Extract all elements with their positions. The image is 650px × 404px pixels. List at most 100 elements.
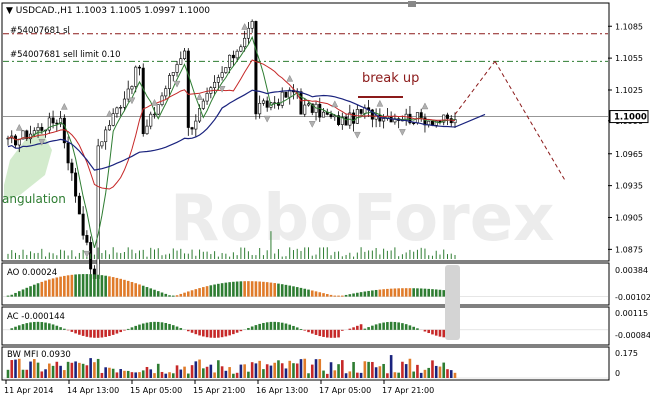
shift-marker[interactable] — [408, 1, 416, 7]
candle-body — [82, 214, 84, 235]
ac-bar — [59, 327, 62, 330]
mfi-bar — [146, 367, 149, 378]
ac-bar — [25, 323, 28, 330]
mfi-bar — [168, 372, 171, 378]
ac-bar — [232, 330, 235, 334]
ao-bar — [10, 295, 13, 297]
ac-bar — [149, 322, 152, 330]
ao-bar — [213, 285, 216, 297]
ac-bar — [367, 327, 370, 330]
candle-body — [266, 101, 268, 107]
ao-bar — [48, 279, 51, 296]
ao-bar — [56, 277, 59, 296]
ac-bar — [164, 323, 167, 330]
mfi-bar — [288, 361, 291, 378]
candle-body — [78, 196, 80, 214]
candle-body — [217, 77, 219, 82]
ao-bar — [52, 278, 55, 296]
candle-body — [142, 68, 144, 134]
price-tick-label: 1.0875 — [615, 245, 643, 254]
ao-bar — [251, 281, 254, 296]
ac-bar — [397, 322, 400, 329]
mfi-bar — [236, 373, 239, 378]
candle-body — [345, 117, 347, 125]
ao-bar — [101, 275, 104, 296]
ao-bar — [93, 274, 96, 296]
fractal-up-arrow — [422, 103, 428, 109]
mfi-bar — [179, 370, 182, 378]
ac-bar — [82, 330, 85, 336]
mfi-bar — [221, 366, 224, 378]
candle-body — [138, 67, 140, 68]
mfi-bar — [210, 365, 213, 378]
ao-bar — [112, 277, 115, 297]
ac-bar — [179, 328, 182, 330]
ac-bar — [394, 322, 397, 330]
ac-bar — [210, 330, 213, 338]
mfi-bar — [442, 363, 445, 378]
mfi-bar — [243, 364, 246, 378]
ao-bar — [439, 290, 442, 297]
ac-bar — [202, 330, 205, 337]
ao-bar — [243, 281, 246, 296]
ao-bar — [86, 274, 89, 297]
ao-bar — [37, 283, 40, 296]
candle-body — [14, 136, 16, 145]
ao-bar — [149, 288, 152, 296]
candle-body — [382, 119, 384, 122]
mfi-bar — [315, 359, 318, 378]
ac-bar — [322, 330, 325, 337]
mfi-bar — [67, 362, 70, 378]
mfi-bar — [157, 364, 160, 378]
ac-bar — [424, 330, 427, 332]
ac-bar — [412, 327, 415, 330]
ac-bar — [277, 322, 280, 330]
ac-bar — [101, 330, 104, 338]
ao-bar — [397, 288, 400, 296]
fractal-down-arrow — [219, 86, 225, 92]
mfi-bar — [262, 369, 265, 378]
mfi-bar — [420, 373, 423, 378]
ac-bar — [161, 322, 164, 330]
ac-bar — [168, 324, 171, 330]
ao-bar — [420, 288, 423, 296]
mfi-bar — [247, 372, 250, 378]
mfi-bar — [356, 373, 359, 378]
mfi-bar — [424, 370, 427, 378]
mfi-bar — [142, 370, 145, 378]
mfi-bar — [352, 362, 355, 378]
fractal-down-arrow — [354, 132, 360, 138]
ac-bar — [108, 330, 111, 336]
ao-bar — [364, 292, 367, 297]
candle-body — [352, 113, 354, 123]
ao-bar — [341, 296, 344, 297]
ao-bar — [191, 290, 194, 296]
mfi-bar — [176, 365, 179, 378]
mfi-bar — [183, 367, 186, 378]
mfi-bar — [273, 363, 276, 378]
ao-bar — [409, 288, 412, 296]
ac-bar — [14, 327, 17, 330]
mfi-bar — [258, 361, 261, 378]
candle-body — [71, 163, 73, 173]
ac-label: AC -0.000144 — [7, 312, 65, 322]
candle-body — [412, 123, 414, 124]
ao-bar — [424, 289, 427, 297]
ao-bar — [183, 293, 186, 297]
fractal-down-arrow — [84, 251, 90, 257]
ao-bar — [401, 288, 404, 296]
ao-label: AO 0.00024 — [7, 268, 57, 278]
panel-scroll-handle[interactable] — [445, 265, 460, 340]
mfi-bar — [213, 372, 216, 378]
mfi-bar — [240, 365, 243, 378]
mfi-bar — [322, 371, 325, 378]
ac-bar — [41, 322, 44, 330]
mfi-bar — [386, 373, 389, 378]
ac-bar — [386, 322, 389, 330]
candle-body — [330, 114, 332, 116]
ac-bar — [221, 330, 224, 337]
ao-bar — [123, 280, 126, 297]
candle-body — [150, 114, 152, 126]
ac-bar — [33, 322, 36, 330]
